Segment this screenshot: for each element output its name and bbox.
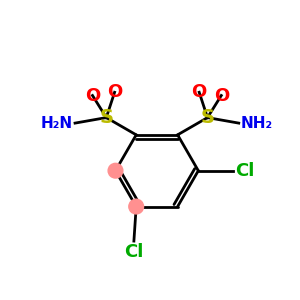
Text: O: O [107, 83, 122, 101]
Circle shape [108, 163, 123, 178]
Text: Cl: Cl [124, 243, 144, 261]
Text: O: O [85, 86, 100, 104]
Text: O: O [214, 86, 229, 104]
Text: S: S [200, 108, 214, 127]
Circle shape [129, 199, 144, 214]
Text: H₂N: H₂N [40, 116, 73, 130]
Text: Cl: Cl [235, 162, 254, 180]
Text: S: S [99, 108, 113, 127]
Text: O: O [192, 83, 207, 101]
Text: NH₂: NH₂ [241, 116, 273, 130]
